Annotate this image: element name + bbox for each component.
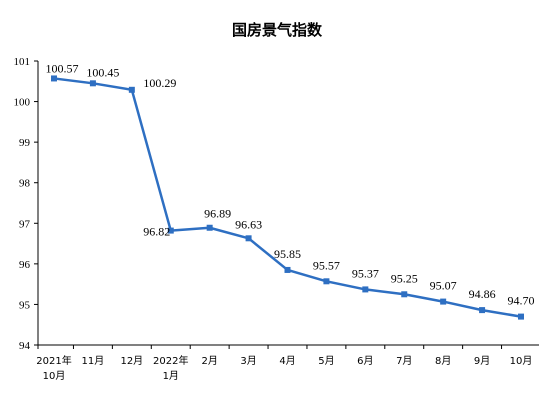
- x-tick-label: 6月: [357, 355, 373, 367]
- data-label: 95.37: [352, 266, 379, 280]
- data-point: [479, 307, 486, 314]
- y-tick-label: 94: [19, 340, 31, 352]
- y-tick-label: 100: [14, 97, 31, 109]
- data-label: 96.63: [235, 217, 262, 231]
- y-tick-label: 99: [19, 137, 31, 149]
- data-label: 100.29: [143, 76, 176, 90]
- data-point: [206, 224, 213, 231]
- x-tick-label: 12月: [120, 355, 143, 367]
- data-point: [128, 86, 135, 93]
- y-tick-label: 95: [19, 299, 31, 311]
- x-tick-label: 7月: [396, 355, 412, 367]
- data-label: 95.57: [313, 258, 340, 272]
- data-label: 100.57: [46, 61, 79, 75]
- x-tick-label: 8月: [435, 355, 451, 367]
- data-point: [518, 313, 524, 320]
- series-layer: [51, 75, 524, 320]
- data-label: 96.89: [204, 207, 231, 221]
- data-point: [245, 235, 252, 242]
- x-tick-label: 2022年 1月: [153, 354, 188, 382]
- data-point: [51, 75, 57, 82]
- y-tick-label: 96: [19, 259, 31, 271]
- chart-title: 国房景气指数: [232, 21, 323, 39]
- x-tick-label: 9月: [474, 355, 490, 367]
- data-label: 95.25: [391, 271, 418, 285]
- x-tick-label: 3月: [240, 355, 256, 367]
- data-label: 100.45: [86, 65, 119, 79]
- x-tick-label: 2月: [201, 355, 217, 367]
- axes: [37, 61, 539, 346]
- data-point: [89, 80, 96, 87]
- y-tick-label: 97: [19, 218, 31, 230]
- data-label: 95.07: [430, 279, 457, 293]
- x-tick-label: 4月: [279, 355, 295, 367]
- data-label: 94.70: [508, 294, 535, 308]
- x-tick-label: 2021年 10月: [36, 354, 71, 382]
- data-point: [284, 266, 291, 273]
- data-point: [401, 291, 408, 298]
- data-point: [167, 227, 174, 234]
- data-point: [440, 298, 447, 305]
- x-tick-label: 11月: [82, 355, 105, 367]
- data-label: 95.85: [274, 247, 301, 261]
- data-point: [362, 286, 369, 293]
- x-tick-label: 10月: [510, 355, 533, 367]
- x-axis-ticks: 2021年 10月 11月 12月 2022年 1月 2月 3月 4月 5月 6月 7月 8月 9月 10月: [36, 345, 532, 382]
- data-label: 94.86: [469, 287, 496, 301]
- y-axis-ticks: 94 95 96 97 98 99 100 101: [14, 56, 38, 352]
- y-tick-label: 101: [14, 56, 31, 68]
- data-label: 96.82: [143, 225, 170, 239]
- y-tick-label: 98: [19, 178, 31, 190]
- data-labels: 100.57 100.45 100.29 96.82 96.89 96.63 95.85 95…: [46, 61, 535, 307]
- x-tick-label: 5月: [318, 355, 334, 367]
- data-point: [323, 278, 330, 285]
